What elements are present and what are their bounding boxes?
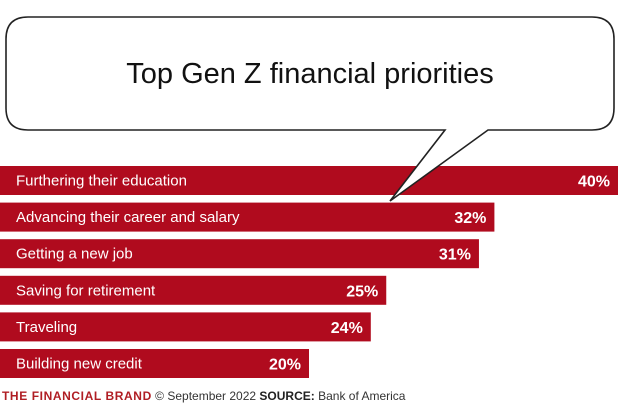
bar-label-2: Getting a new job [16, 246, 133, 263]
speech-bubble: Top Gen Z financial priorities [5, 16, 615, 202]
bars-group: Furthering their education 40% Advancing t… [0, 166, 618, 378]
bar-value-label-0: 40% [578, 174, 610, 191]
speech-bubble-outline [5, 16, 615, 202]
bar-value-label-2: 31% [439, 247, 471, 264]
source-label: SOURCE: [259, 389, 315, 403]
bar-label-5: Building new credit [16, 356, 143, 373]
source-text: Bank of America [314, 389, 406, 403]
bar-value-label-5: 20% [269, 357, 301, 374]
bar-label-3: Saving for retirement [16, 282, 156, 299]
bar-3 [0, 275, 387, 305]
bar-value-label-3: 25% [346, 283, 378, 300]
bar-value-label-1: 32% [454, 210, 486, 227]
bar-2 [0, 239, 479, 269]
brand-name: THE FINANCIAL BRAND [2, 389, 152, 403]
footer: THE FINANCIAL BRAND © September 2022 SOU… [2, 389, 405, 403]
bar-value-label-4: 24% [331, 320, 363, 337]
bar-4 [0, 312, 371, 342]
bar-5 [0, 349, 309, 378]
bar-label-4: Traveling [16, 319, 77, 336]
footer-date: © September 2022 [151, 389, 260, 403]
bar-label-0: Furthering their education [16, 173, 187, 190]
bar-label-1: Advancing their career and salary [16, 209, 240, 226]
bar-0 [0, 166, 618, 195]
chart-title: Top Gen Z financial priorities [126, 58, 494, 90]
bar-1 [0, 202, 495, 232]
